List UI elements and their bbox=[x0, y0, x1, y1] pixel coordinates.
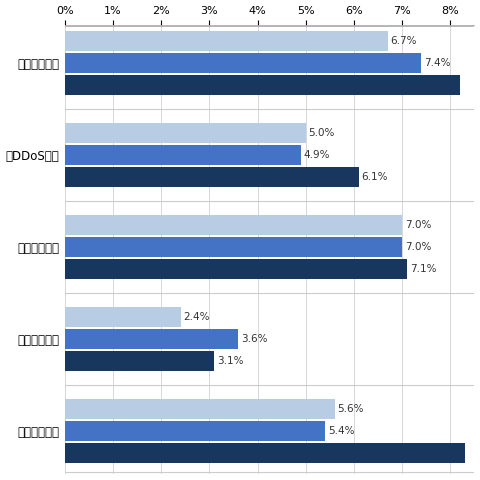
Text: 6.7%: 6.7% bbox=[391, 36, 417, 46]
Bar bbox=[65, 259, 407, 279]
Text: 2.4%: 2.4% bbox=[183, 312, 210, 322]
Text: 7.1%: 7.1% bbox=[410, 264, 436, 274]
Text: 7.0%: 7.0% bbox=[405, 242, 432, 252]
Text: 7.0%: 7.0% bbox=[405, 220, 432, 230]
Text: 4.9%: 4.9% bbox=[304, 150, 330, 160]
Bar bbox=[65, 399, 335, 419]
Bar bbox=[65, 329, 239, 349]
Bar bbox=[65, 53, 421, 73]
Bar bbox=[65, 75, 460, 95]
Bar bbox=[65, 167, 359, 187]
Bar bbox=[65, 237, 402, 257]
Bar bbox=[65, 145, 301, 165]
Bar bbox=[65, 31, 388, 51]
Bar bbox=[65, 351, 214, 371]
Bar bbox=[65, 123, 306, 143]
Text: 5.0%: 5.0% bbox=[309, 128, 335, 138]
Text: 3.6%: 3.6% bbox=[241, 334, 268, 344]
Text: 6.1%: 6.1% bbox=[362, 172, 388, 182]
Bar bbox=[65, 307, 180, 327]
Text: 7.4%: 7.4% bbox=[424, 58, 451, 68]
Bar bbox=[65, 421, 325, 441]
Text: 5.4%: 5.4% bbox=[328, 426, 354, 436]
Text: 3.1%: 3.1% bbox=[217, 356, 244, 366]
Bar bbox=[65, 215, 402, 235]
Bar bbox=[65, 443, 465, 463]
Text: 5.6%: 5.6% bbox=[337, 404, 364, 414]
